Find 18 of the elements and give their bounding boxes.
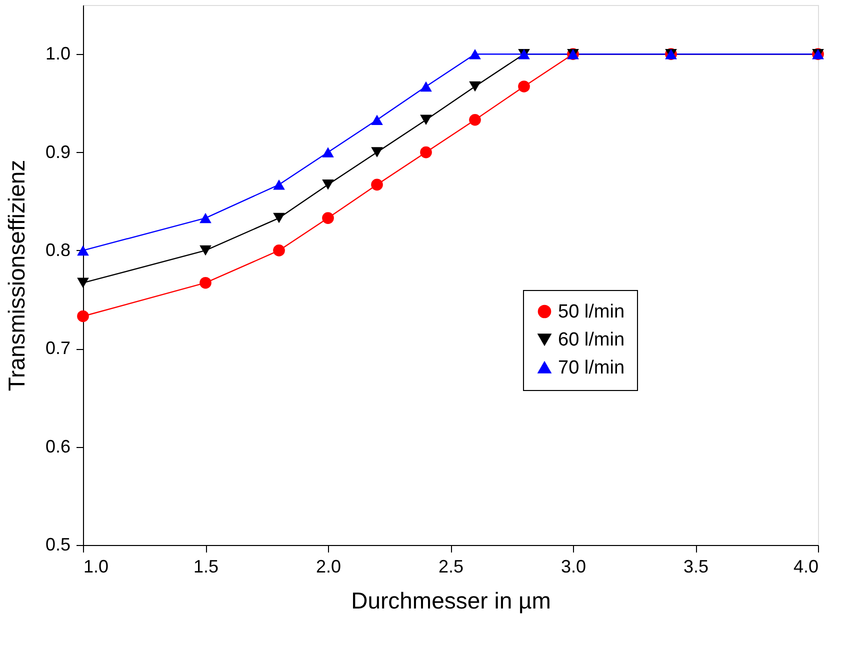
y-axis-title: Transmissionseffizienz — [3, 160, 30, 392]
y-tick-label: 0.8 — [45, 240, 70, 260]
x-tick-label: 1.5 — [193, 556, 219, 576]
x-tick-label: 3.0 — [560, 556, 586, 576]
y-tick-label: 1.0 — [45, 44, 70, 64]
y-tick-label: 0.7 — [45, 338, 70, 358]
x-tick-label: 2.5 — [438, 556, 464, 576]
y-tick-label: 0.5 — [45, 534, 70, 554]
x-axis-title: Durchmesser in µm — [351, 588, 551, 614]
x-tick-label: 4.0 — [793, 556, 818, 576]
x-tick-label: 2.0 — [316, 556, 342, 576]
x-tick-label: 3.5 — [683, 556, 709, 576]
y-tick-label: 0.6 — [45, 436, 70, 456]
x-tick-label: 1.0 — [84, 556, 109, 576]
legend-label: 60 l/min — [558, 330, 625, 350]
y-tick-label: 0.9 — [45, 142, 70, 162]
legend-label: 70 l/min — [558, 358, 625, 378]
legend-label: 50 l/min — [558, 302, 625, 322]
